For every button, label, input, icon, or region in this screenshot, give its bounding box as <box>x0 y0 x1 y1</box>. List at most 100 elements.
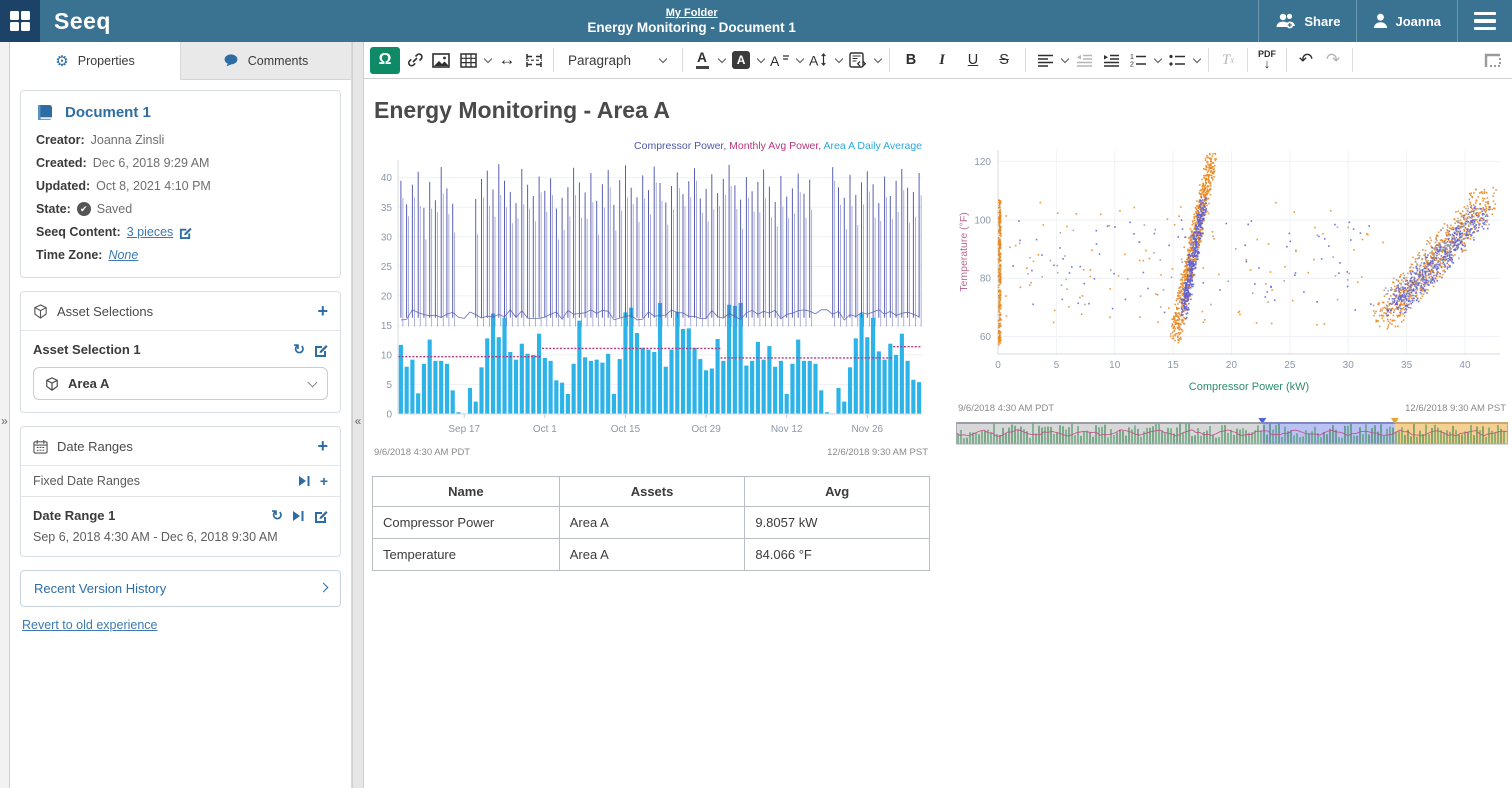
svg-text:A: A <box>809 53 819 69</box>
summary-table[interactable]: Name Assets Avg Compressor Power Area A … <box>372 476 930 571</box>
undo-button[interactable]: ↶ <box>1293 47 1319 74</box>
insert-image-icon[interactable] <box>428 47 454 74</box>
user-icon <box>1373 13 1388 29</box>
seeq-logo: Seeq <box>40 0 125 42</box>
paragraph-style-dropdown[interactable]: Paragraph <box>560 53 676 68</box>
revert-to-old-experience-link[interactable]: Revert to old experience <box>22 618 158 632</box>
align-button[interactable] <box>1032 47 1058 74</box>
creator-field: Creator:Joanna Zinsli <box>36 133 325 147</box>
chevron-down-icon[interactable] <box>1154 55 1162 63</box>
svg-text:10: 10 <box>1109 360 1121 371</box>
insert-template-icon[interactable] <box>845 47 871 74</box>
asset-selection-dropdown[interactable]: Area A <box>33 367 328 400</box>
chevron-down-icon[interactable] <box>718 55 726 63</box>
font-color-button[interactable]: A <box>689 47 715 74</box>
page-title: Energy Monitoring - Document 1 <box>587 20 796 35</box>
svg-text:20: 20 <box>1226 360 1238 371</box>
strikethrough-button[interactable]: S <box>989 47 1019 74</box>
table-row: Compressor Power Area A 9.8057 kW <box>373 507 930 539</box>
scatter-plot: 60801001200510152025303540Compressor Pow… <box>956 140 1508 396</box>
refresh-icon[interactable]: ↻ <box>293 341 305 358</box>
expand-right-icon[interactable]: » <box>0 414 9 428</box>
bold-button[interactable]: B <box>896 47 926 74</box>
sidebar-splitter[interactable]: « <box>352 42 364 788</box>
step-to-end-icon[interactable] <box>292 510 305 522</box>
cube-icon <box>45 377 59 391</box>
tab-comments[interactable]: Comments <box>181 42 351 79</box>
collapse-left-icon[interactable]: « <box>353 414 363 428</box>
underline-button[interactable]: U <box>958 47 988 74</box>
share-button[interactable]: Share <box>1259 0 1356 42</box>
svg-text:Compressor Power (kW): Compressor Power (kW) <box>1189 381 1309 393</box>
insert-table-icon[interactable] <box>455 47 481 74</box>
bullet-list-button[interactable] <box>1164 47 1190 74</box>
svg-text:Oct 29: Oct 29 <box>691 424 721 435</box>
timezone-link[interactable]: None <box>108 248 138 262</box>
date-range-title: Date Range 1 <box>33 508 115 523</box>
cell-avg: 84.066 °F <box>745 539 930 571</box>
state-field: State: ✔ Saved <box>36 202 325 216</box>
cell-name: Temperature <box>373 539 560 571</box>
svg-text:35: 35 <box>381 203 393 214</box>
add-asset-selection-button[interactable]: + <box>317 302 328 320</box>
svg-text:30: 30 <box>1343 360 1355 371</box>
redo-button[interactable]: ↷ <box>1320 47 1346 74</box>
chevron-down-icon[interactable] <box>484 55 492 63</box>
breadcrumb[interactable]: My Folder <box>666 7 718 19</box>
svg-text:Sep 17: Sep 17 <box>448 424 480 435</box>
asset-selection-title: Asset Selection 1 <box>33 342 141 357</box>
indent-button[interactable] <box>1098 47 1124 74</box>
chevron-down-icon[interactable] <box>757 55 765 63</box>
seeq-content-bar-chart[interactable]: Compressor Power, Monthly Avg Power, Are… <box>372 140 930 458</box>
horizontal-rule-icon[interactable]: ↔ <box>494 47 520 74</box>
clear-formatting-button[interactable]: Tx <box>1215 47 1241 74</box>
svg-text:0: 0 <box>386 410 392 421</box>
font-size-button[interactable]: A <box>806 47 832 74</box>
add-fixed-date-range-button[interactable]: + <box>320 474 328 488</box>
chevron-down-icon[interactable] <box>796 55 804 63</box>
chevron-down-icon[interactable] <box>874 55 882 63</box>
recent-version-history-button[interactable]: Recent Version History <box>20 570 341 607</box>
seeq-content-link[interactable]: 3 pieces <box>127 225 174 239</box>
edit-icon[interactable] <box>314 343 328 357</box>
chevron-down-icon[interactable] <box>1061 55 1069 63</box>
svg-text:Temperature (°F): Temperature (°F) <box>958 212 970 291</box>
tab-properties[interactable]: ⚙ Properties <box>10 42 181 80</box>
font-family-button[interactable]: A <box>767 47 793 74</box>
hamburger-menu-icon[interactable] <box>1458 0 1512 42</box>
italic-button[interactable]: I <box>927 47 957 74</box>
add-date-range-button[interactable]: + <box>317 437 328 455</box>
seeq-content-scatter-chart[interactable]: 60801001200510152025303540Compressor Pow… <box>956 140 1508 450</box>
highlight-color-button[interactable]: A <box>728 47 754 74</box>
export-pdf-button[interactable]: PDF↓ <box>1254 47 1280 74</box>
chevron-down-icon[interactable] <box>1193 55 1201 63</box>
svg-text:5: 5 <box>1054 360 1060 371</box>
edit-icon[interactable] <box>314 509 328 523</box>
updated-field: Updated:Oct 8, 2021 4:10 PM <box>36 179 325 193</box>
ordered-list-button[interactable]: 1 2 <box>1125 47 1151 74</box>
timezone-field: Time Zone: None <box>36 248 325 262</box>
insert-seeq-content-button[interactable]: Ω <box>370 47 400 74</box>
range-start-timestamp: 9/6/2018 4:30 AM PDT <box>374 447 470 458</box>
seeq-app: Seeq My Folder Energy Monitoring - Docum… <box>0 0 1512 788</box>
document-editor[interactable]: Energy Monitoring - Area A Compressor Po… <box>364 79 1512 788</box>
apps-grid-button[interactable] <box>0 0 40 42</box>
chevron-down-icon[interactable] <box>835 55 843 63</box>
left-collapsed-panel-strip[interactable]: » <box>0 42 10 788</box>
svg-text:30: 30 <box>381 232 393 243</box>
step-to-end-icon[interactable] <box>298 475 311 487</box>
svg-text:1: 1 <box>1130 54 1134 61</box>
timeline-strip[interactable] <box>956 418 1508 445</box>
outdent-button[interactable] <box>1071 47 1097 74</box>
refresh-icon[interactable]: ↻ <box>271 507 283 524</box>
svg-text:25: 25 <box>381 262 393 273</box>
link-icon[interactable] <box>401 47 427 74</box>
user-menu-button[interactable]: Joanna <box>1357 0 1457 42</box>
editor-toolbar: Ω ↔ <box>364 42 1512 79</box>
col-header-avg: Avg <box>745 477 930 507</box>
fixed-width-view-button[interactable] <box>1480 47 1506 74</box>
edit-icon[interactable] <box>179 226 192 239</box>
range-end-timestamp: 12/6/2018 9:30 AM PST <box>827 447 928 458</box>
page-break-icon[interactable] <box>521 47 547 74</box>
cell-assets: Area A <box>559 507 745 539</box>
